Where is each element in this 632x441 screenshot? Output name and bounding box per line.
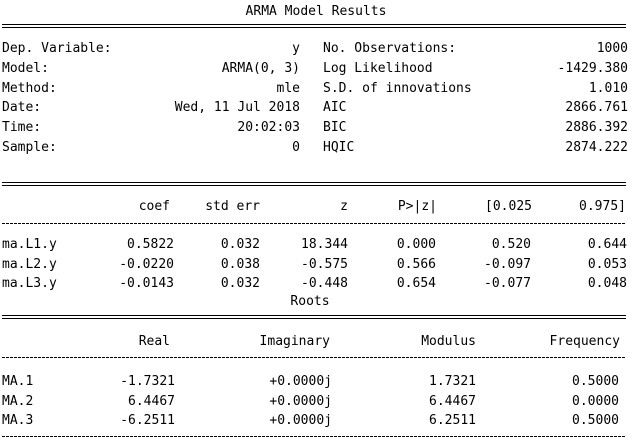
column-header: [0.025 [485,199,532,214]
table-cell: -1.7321 [120,374,175,389]
row-label: ma.L3.y [2,276,57,291]
results-title: ARMA Model Results [245,4,387,19]
table-cell: -0.448 [301,276,348,291]
column-header: Frequency [549,334,620,349]
table-cell: -0.077 [484,276,531,291]
summary-label: Dep. Variable: [2,41,112,56]
summary-label: Date: [2,100,42,115]
table-cell: +0.0000j [269,374,332,389]
table-cell: 6.4467 [429,394,476,409]
summary-label: S.D. of innovations [323,81,472,96]
summary-value: y [292,41,300,56]
column-header: 0.975] [579,199,626,214]
table-cell: -0.0220 [119,257,174,272]
summary-value: -1429.380 [557,61,628,76]
summary-label: AIC [323,100,347,115]
summary-value: mle [276,81,300,96]
column-header: Imaginary [259,334,330,349]
table-cell: 0.520 [491,237,531,252]
table-cell: 0.038 [220,257,260,272]
separator-double [2,315,626,319]
table-cell: 0.032 [220,276,260,291]
roots-title: Roots [290,294,330,309]
summary-value: 2886.392 [565,120,628,135]
table-cell: 0.000 [396,237,436,252]
table-cell: -6.2511 [120,413,175,428]
table-cell: 0.5000 [572,374,619,389]
column-header: P>|z| [397,199,437,214]
column-header: Modulus [421,334,476,349]
summary-value: Wed, 11 Jul 2018 [174,100,300,115]
summary-label: BIC [323,120,347,135]
table-cell: 0.566 [396,257,436,272]
summary-value: 2874.222 [565,140,628,155]
summary-value: 2866.761 [565,100,628,115]
summary-value: 20:02:03 [237,120,300,135]
summary-label: No. Observations: [323,41,457,56]
summary-value: 0 [292,140,300,155]
summary-value: ARMA(0, 3) [221,61,300,76]
separator-single [2,436,626,437]
column-header: coef [138,199,170,214]
separator-double [2,24,626,28]
row-label: MA.1 [2,374,34,389]
summary-label: Sample: [2,140,57,155]
summary-label: Log Likelihood [323,61,433,76]
row-label: ma.L1.y [2,237,57,252]
summary-label: Time: [2,120,42,135]
separator-single [2,223,626,224]
table-cell: -0.575 [301,257,348,272]
summary-label: Method: [2,81,57,96]
row-label: MA.2 [2,394,34,409]
summary-value: 1000 [596,41,628,56]
table-cell: 0.032 [220,237,260,252]
table-cell: 1.7321 [429,374,476,389]
summary-label: HQIC [323,140,355,155]
table-cell: 0.048 [587,276,627,291]
table-cell: 0.5000 [572,413,619,428]
table-cell: 0.654 [396,276,436,291]
column-header: z [340,199,348,214]
table-cell: 0.644 [587,237,627,252]
separator-single [2,357,626,358]
table-cell: 0.0000 [572,394,619,409]
table-cell: 6.2511 [429,413,476,428]
table-cell: +0.0000j [269,394,332,409]
summary-label: Model: [2,61,49,76]
column-header: std err [205,199,260,214]
separator-double [2,182,626,186]
row-label: MA.3 [2,413,34,428]
table-cell: 0.053 [587,257,627,272]
table-cell: 18.344 [301,237,348,252]
table-cell: 0.5822 [127,237,174,252]
column-header: Real [138,334,170,349]
table-cell: -0.097 [484,257,531,272]
row-label: ma.L2.y [2,257,57,272]
summary-value: 1.010 [588,81,628,96]
table-cell: +0.0000j [269,413,332,428]
table-cell: -0.0143 [119,276,174,291]
table-cell: 6.4467 [128,394,175,409]
